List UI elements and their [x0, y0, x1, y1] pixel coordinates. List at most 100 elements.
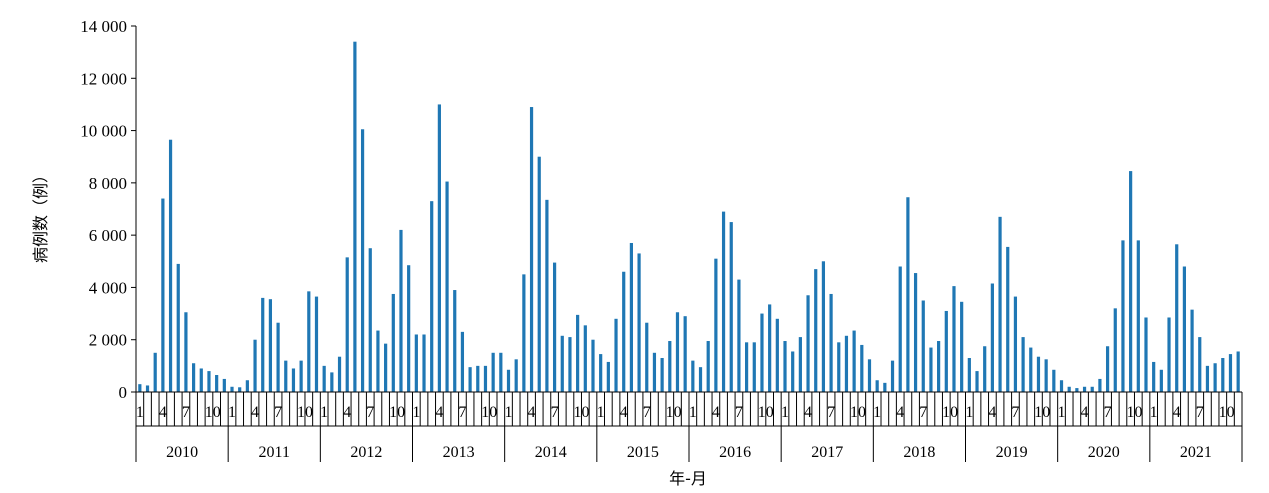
month-tick-label: 4	[620, 404, 628, 421]
month-tick-label: 7	[735, 404, 743, 421]
month-tick-label: 10	[573, 404, 589, 421]
bar	[284, 360, 288, 392]
month-tick-label: 4	[988, 404, 996, 421]
bar	[952, 286, 956, 392]
year-label: 2020	[1088, 444, 1120, 461]
bar	[729, 222, 733, 392]
x-axis-title: 年-月	[669, 469, 707, 488]
month-tick-label: 4	[251, 404, 259, 421]
bar	[1021, 337, 1025, 392]
bar	[967, 358, 971, 392]
bar	[606, 361, 610, 392]
bar	[522, 274, 526, 392]
month-tick-label: 4	[712, 404, 720, 421]
bar	[1113, 308, 1117, 392]
year-label: 2019	[996, 444, 1028, 461]
bar	[199, 368, 203, 392]
month-tick-label: 10	[850, 404, 866, 421]
bar	[837, 342, 841, 392]
month-tick-label: 1	[412, 404, 420, 421]
month-tick-label: 4	[804, 404, 812, 421]
month-tick-label: 10	[1219, 404, 1235, 421]
month-tick-label: 10	[666, 404, 682, 421]
month-tick-label: 10	[297, 404, 313, 421]
bar	[1105, 346, 1110, 392]
year-label: 2013	[443, 444, 475, 461]
bar	[345, 257, 349, 392]
bar	[268, 299, 273, 392]
y-tick-label: 12 000	[80, 69, 127, 88]
bar	[860, 344, 864, 392]
month-tick-label: 7	[827, 404, 835, 421]
bar	[852, 330, 856, 392]
bar	[529, 107, 534, 392]
bar	[814, 269, 818, 392]
year-label: 2011	[259, 444, 290, 461]
bar	[752, 342, 756, 392]
month-tick-label: 1	[597, 404, 605, 421]
bar	[499, 352, 503, 392]
month-tick-label: 7	[366, 404, 374, 421]
bar	[376, 330, 380, 392]
bar	[322, 365, 326, 392]
bar	[1190, 309, 1194, 392]
bar	[1075, 388, 1079, 392]
bar	[998, 216, 1002, 392]
bar	[614, 318, 618, 392]
bar	[407, 265, 411, 392]
bar	[1205, 365, 1210, 392]
bar	[1198, 337, 1202, 392]
bar	[721, 211, 726, 392]
bar	[207, 371, 211, 392]
bar	[745, 342, 749, 392]
bar	[583, 325, 587, 392]
bar	[883, 382, 887, 392]
month-tick-label: 1	[689, 404, 697, 421]
bar	[652, 352, 657, 392]
bar	[430, 201, 434, 392]
bar	[437, 104, 441, 393]
month-tick-label: 4	[1081, 404, 1089, 421]
bar	[622, 271, 626, 392]
month-tick-label: 10	[758, 404, 774, 421]
year-label: 2021	[1180, 444, 1212, 461]
year-label: 2015	[627, 444, 659, 461]
bar	[599, 354, 603, 392]
month-tick-label: 10	[389, 404, 405, 421]
y-tick-label: 10 000	[80, 122, 127, 141]
bar	[929, 347, 933, 392]
bar	[867, 359, 872, 392]
y-axis: 0 2 000 4 000 6 000 8 000 10 000 12 000 14 000	[80, 17, 137, 402]
bar	[675, 312, 680, 392]
bar	[491, 352, 495, 392]
bar	[1136, 240, 1140, 392]
month-tick-label: 1	[965, 404, 973, 421]
bar	[337, 356, 342, 392]
bar	[192, 363, 196, 392]
bar	[591, 339, 595, 392]
bar	[1159, 369, 1163, 392]
bar	[476, 365, 480, 392]
bar	[798, 337, 802, 392]
month-tick-label: 7	[182, 404, 190, 421]
bar	[1036, 356, 1041, 392]
bar	[1029, 347, 1033, 392]
month-tick-label: 7	[1104, 404, 1112, 421]
bar	[1044, 359, 1048, 392]
month-tick-label: 7	[458, 404, 466, 421]
month-tick-label: 1	[781, 404, 789, 421]
bar	[637, 253, 641, 392]
bar	[683, 316, 687, 392]
month-tick-label: 1	[505, 404, 513, 421]
year-label: 2016	[719, 444, 751, 461]
bar	[368, 248, 372, 392]
bar	[1082, 386, 1087, 392]
bars	[138, 41, 1240, 393]
bar	[184, 312, 188, 392]
month-tick-label: 1	[1150, 404, 1158, 421]
x-axis: 1 4 7 10 1 4 7 10 1 4 7 10 1 4 7 10 1 4 7 10 1 4 7 10 1 4 7 10 1 4 7 10…	[135, 391, 1243, 462]
bar	[253, 339, 257, 392]
bar	[353, 41, 357, 392]
bar	[806, 295, 810, 392]
